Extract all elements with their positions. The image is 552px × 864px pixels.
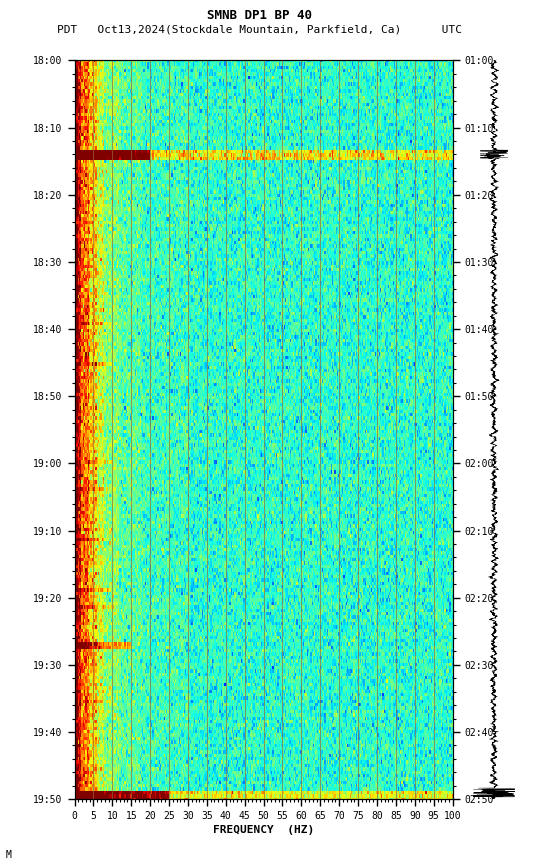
- Text: M: M: [6, 849, 12, 860]
- X-axis label: FREQUENCY  (HZ): FREQUENCY (HZ): [213, 825, 314, 835]
- Text: PDT   Oct13,2024(Stockdale Mountain, Parkfield, Ca)      UTC: PDT Oct13,2024(Stockdale Mountain, Parkf…: [57, 24, 462, 35]
- Text: SMNB DP1 BP 40: SMNB DP1 BP 40: [207, 9, 312, 22]
